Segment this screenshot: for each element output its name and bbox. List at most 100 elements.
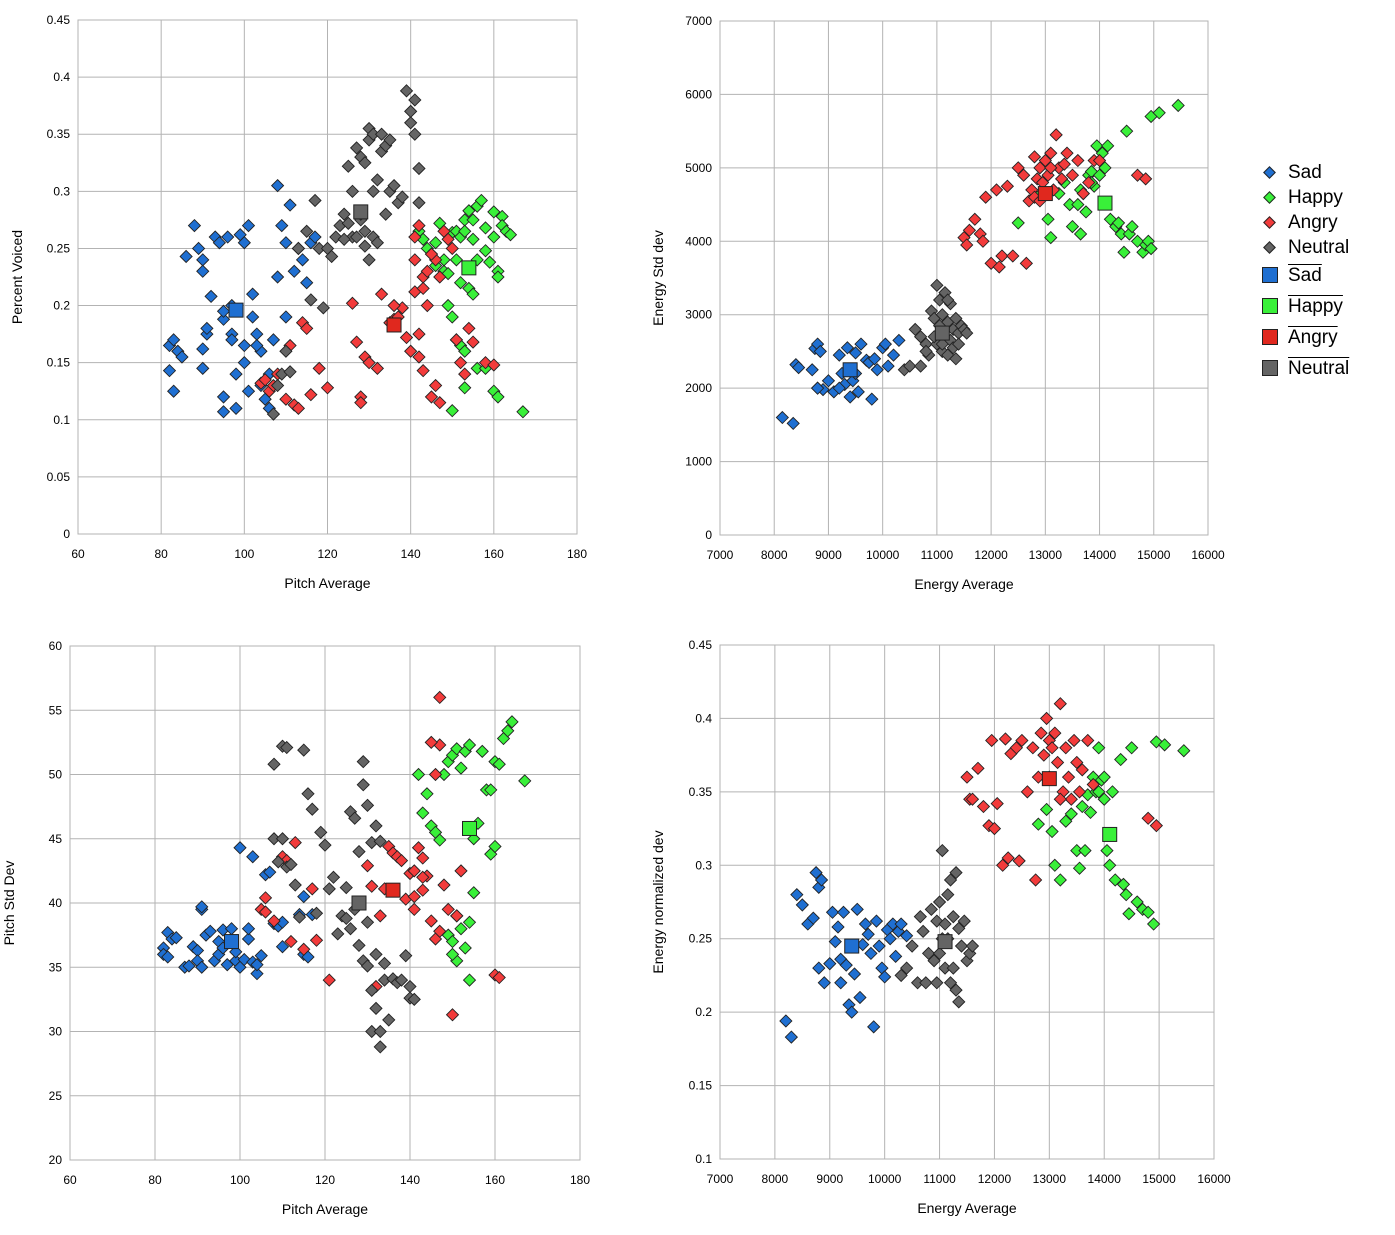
data-point xyxy=(1057,157,1071,171)
data-point xyxy=(1012,854,1026,868)
data-point xyxy=(883,932,897,946)
data-point xyxy=(318,838,332,852)
y-tick-label: 20 xyxy=(49,1153,63,1167)
data-point xyxy=(935,843,949,858)
data-point xyxy=(1141,905,1155,919)
y-tick-label: 0.2 xyxy=(695,1005,712,1019)
x-tick-label: 120 xyxy=(317,547,337,561)
data-point xyxy=(445,404,459,418)
data-point xyxy=(358,224,372,238)
data-point xyxy=(518,774,532,788)
diamond-marker-icon xyxy=(1263,241,1276,254)
data-point xyxy=(951,337,966,351)
x-tick-label: 14000 xyxy=(1083,548,1117,562)
data-point xyxy=(297,889,311,904)
data-point xyxy=(411,767,426,782)
data-point xyxy=(358,156,372,170)
series-happy-mean xyxy=(1097,195,1113,211)
data-point xyxy=(786,416,800,431)
data-point xyxy=(366,184,380,198)
series-sad xyxy=(156,841,319,981)
data-point xyxy=(1101,139,1115,153)
data-point xyxy=(466,232,480,246)
data-point xyxy=(433,396,447,410)
data-point xyxy=(1092,785,1106,799)
data-point xyxy=(1116,877,1131,892)
legend-label: Happy xyxy=(1288,296,1343,317)
data-point xyxy=(450,909,464,923)
data-point xyxy=(394,973,409,987)
data-point xyxy=(971,761,985,775)
data-point xyxy=(370,236,385,250)
data-point xyxy=(1177,744,1191,758)
diamond-marker-icon xyxy=(1263,191,1276,204)
data-point xyxy=(927,954,941,968)
y-tick-label: 0.3 xyxy=(695,858,712,872)
data-point xyxy=(1092,153,1107,168)
data-point xyxy=(179,249,193,264)
data-point xyxy=(503,228,518,242)
diamond-marker-icon xyxy=(1263,216,1276,229)
data-point xyxy=(487,230,501,244)
data-point xyxy=(216,405,231,419)
data-point xyxy=(935,308,949,322)
data-point xyxy=(952,921,966,936)
y-axis-title: Energy Std dev xyxy=(650,230,666,326)
data-point xyxy=(241,384,256,398)
data-point xyxy=(275,832,290,846)
data-point xyxy=(362,253,376,267)
data-point xyxy=(935,344,949,359)
y-tick-label: 35 xyxy=(49,960,63,974)
data-point xyxy=(916,924,930,939)
data-point xyxy=(474,193,488,208)
data-point xyxy=(1119,888,1133,902)
data-point xyxy=(309,933,324,947)
data-point xyxy=(271,855,285,869)
chart-energy-vs-normdev: 7000 8000 9000 10000 11000 12000 13000 14000 150… xyxy=(650,638,1231,1216)
data-point xyxy=(1011,216,1025,230)
data-point xyxy=(943,873,958,887)
data-point xyxy=(1108,873,1122,887)
data-point xyxy=(1044,146,1058,160)
data-point xyxy=(373,909,387,923)
data-point xyxy=(949,311,963,326)
data-point xyxy=(466,287,480,301)
data-point xyxy=(445,934,460,949)
data-point xyxy=(1072,861,1087,875)
data-point xyxy=(339,911,353,926)
data-point xyxy=(805,363,819,377)
data-point xyxy=(288,835,302,850)
y-tick-label: 60 xyxy=(49,639,63,653)
data-point xyxy=(1064,807,1078,821)
x-tick-label: 13000 xyxy=(1029,548,1063,562)
data-point xyxy=(1072,785,1087,799)
data-point xyxy=(839,958,853,972)
data-point xyxy=(300,321,314,336)
data-point xyxy=(200,321,214,336)
data-point xyxy=(453,356,468,370)
data-point xyxy=(407,889,421,904)
data-point xyxy=(229,401,243,415)
data-point xyxy=(416,364,430,378)
data-point xyxy=(913,330,928,344)
data-point xyxy=(308,230,322,244)
data-point xyxy=(320,381,335,395)
data-point xyxy=(790,888,804,902)
data-point xyxy=(903,359,917,373)
data-point xyxy=(212,236,227,250)
data-point xyxy=(995,249,1009,263)
data-point xyxy=(356,755,370,769)
data-point xyxy=(458,344,472,358)
data-point xyxy=(412,327,426,341)
data-point xyxy=(996,858,1010,872)
data-point xyxy=(433,833,447,847)
data-point xyxy=(314,825,328,839)
data-point xyxy=(161,950,175,964)
data-point xyxy=(275,940,290,954)
data-point xyxy=(1050,755,1065,770)
x-tick-label: 180 xyxy=(567,547,587,561)
data-point xyxy=(283,365,297,379)
legend-label: Neutral xyxy=(1288,237,1350,258)
data-point xyxy=(938,917,952,931)
chart-pitch-vs-voiced: 60 80 100 120 140 160 180 0 0.05 0.1 0.15 0.2 0.25 0.… xyxy=(9,13,587,591)
